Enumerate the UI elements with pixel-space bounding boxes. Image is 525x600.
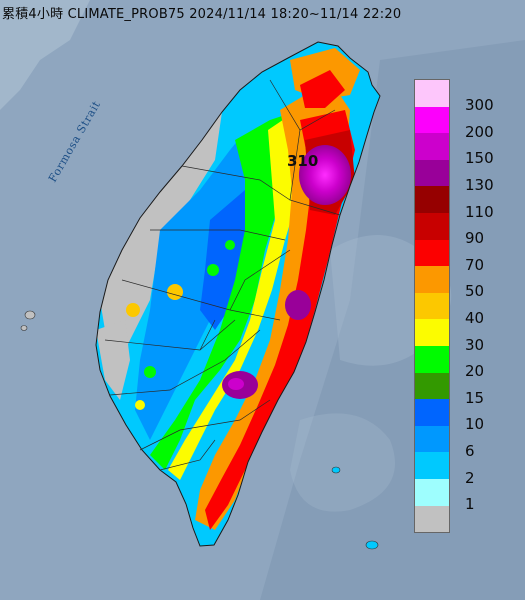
county-boundaries [104, 79, 341, 471]
cell-w1 [167, 284, 183, 300]
max-value-label: 310 [287, 152, 319, 170]
zone-red [205, 110, 355, 530]
legend-level-label: 150 [465, 149, 494, 168]
legend-level-label: 200 [465, 122, 494, 141]
legend-swatch [415, 372, 449, 400]
zone-green [150, 110, 300, 470]
legend-swatch [415, 159, 449, 187]
legend-level-label: 1 [465, 495, 475, 514]
cell-w5 [135, 400, 145, 410]
zone-purple-central [285, 290, 311, 320]
legend-level-label: 15 [465, 388, 485, 407]
legend-swatch [415, 239, 449, 267]
legend-swatch [415, 319, 449, 346]
legend-swatch [415, 266, 449, 293]
legend-level-label: 70 [465, 255, 485, 274]
legend-level-label: 110 [465, 202, 494, 221]
zone-yellow [168, 105, 312, 480]
cloud-texture-2 [290, 413, 395, 512]
map-title: 累積4小時 CLIMATE_PROB75 2024/11/14 18:20~11… [2, 7, 402, 22]
legend-swatch [415, 292, 449, 320]
legend-swatch [415, 478, 449, 506]
legend-level-label: 40 [465, 308, 485, 327]
cell-w4 [144, 366, 156, 378]
legend-swatch [415, 425, 449, 453]
legend-swatch [415, 452, 449, 479]
legend-swatch [415, 106, 449, 134]
legend-swatch [415, 505, 449, 533]
penghu-islands [20, 310, 36, 331]
legend-swatch [415, 186, 449, 213]
legend-swatch [415, 212, 449, 240]
legend-level-label: 6 [465, 441, 475, 460]
coastline [95, 41, 381, 547]
zone-magenta-north [299, 145, 351, 205]
legend-level-label: 300 [465, 96, 494, 115]
legend-level-label: 90 [465, 229, 485, 248]
legend-level-label: 130 [465, 175, 494, 194]
legend-level-label: 20 [465, 362, 485, 381]
east-sea-shading [260, 40, 525, 600]
legend-swatch [415, 399, 449, 426]
legend-level-label: 2 [465, 468, 475, 487]
legend-level-label: 30 [465, 335, 485, 354]
zone-gray-southwest [96, 320, 130, 400]
legend-swatch [415, 345, 449, 373]
legend-level-label: 50 [465, 282, 485, 301]
color-legend [414, 79, 450, 534]
china-coast [0, 0, 90, 110]
offshore-islands [331, 466, 379, 550]
legend-swatch [415, 133, 449, 160]
zone-north-red [300, 70, 345, 108]
cell-w3 [207, 264, 219, 276]
legend-level-label: 10 [465, 415, 485, 434]
cell-w6 [225, 240, 235, 250]
cell-w2 [126, 303, 140, 317]
zone-magenta-south [228, 378, 244, 390]
legend-swatch [415, 80, 449, 107]
